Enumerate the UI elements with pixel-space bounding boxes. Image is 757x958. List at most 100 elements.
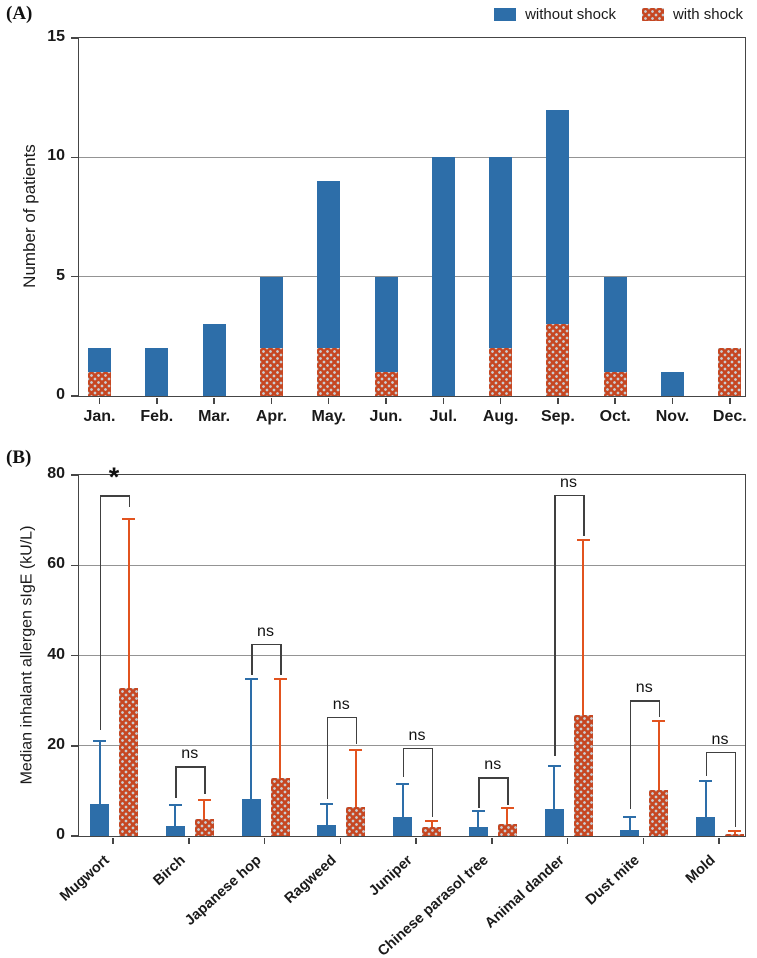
- x-label-Jul: Jul.: [429, 408, 458, 425]
- errorbar-juniper-without-shock: [401, 783, 404, 818]
- y-tick-label-10: 10: [47, 147, 65, 165]
- x-tick-animal-dander: [566, 837, 569, 844]
- bar-chinese-parasol-tree-without-shock: [468, 826, 488, 836]
- sig-bracket-right-japanese-hop: [280, 643, 282, 676]
- errorcap-juniper-with-shock: [425, 820, 438, 823]
- errorcap-dust-mite-without-shock: [623, 816, 637, 819]
- errorcap-mugwort-with-shock: [122, 517, 135, 520]
- sig-label-ragweed: ns: [332, 695, 350, 713]
- bar-Apr-without-shock: [259, 276, 283, 349]
- bar-May-without-shock: [317, 181, 341, 349]
- x-tick-dust-mite: [642, 837, 644, 844]
- bar-Sep-with-shock: [546, 324, 570, 396]
- bar-Dec-with-shock: [718, 348, 742, 396]
- sig-bracket-right-dust-mite: [658, 700, 661, 718]
- errorcap-ragweed-with-shock: [349, 749, 363, 752]
- y-tick-label-5: 5: [56, 266, 65, 284]
- bar-Jul-without-shock: [431, 157, 455, 396]
- errorcap-birch-with-shock: [197, 798, 211, 801]
- bar-animal-dander-without-shock: [544, 809, 564, 836]
- x-tick-Jan: [98, 397, 101, 404]
- y-tick-20: [71, 745, 78, 747]
- sig-bracket-right-chinese-parasol-tree: [507, 777, 509, 805]
- x-label-Dec: Dec.: [712, 408, 747, 425]
- legend-label-with-shock: with shock: [672, 6, 743, 23]
- sig-bracket-right-birch: [204, 766, 206, 795]
- gridline-40: [79, 655, 745, 656]
- sig-bracket-top-japanese-hop: [251, 643, 282, 646]
- x-label-Nov: Nov.: [655, 408, 690, 425]
- x-tick-juniper: [415, 837, 417, 844]
- x-label-Mar: Mar.: [198, 408, 231, 425]
- legend-item-with-shock: with shock: [641, 6, 743, 23]
- sig-label-mugwort: *: [108, 462, 120, 493]
- bar-japanese-hop-with-shock: [270, 778, 290, 836]
- x-tick-chinese-parasol-tree: [491, 837, 493, 844]
- errorcap-dust-mite-with-shock: [652, 720, 666, 723]
- sig-bracket-left-juniper: [402, 747, 404, 778]
- y-tick-80: [71, 474, 78, 476]
- x-label-Jun: Jun.: [369, 408, 403, 425]
- errorbar-juniper-with-shock: [430, 821, 433, 828]
- sig-label-chinese-parasol-tree: ns: [484, 756, 502, 774]
- sig-bracket-top-chinese-parasol-tree: [478, 777, 509, 779]
- x-tick-Dec: [729, 397, 731, 404]
- errorcap-mold-without-shock: [699, 780, 712, 783]
- gridline-10: [79, 156, 745, 158]
- bar-ragweed-with-shock: [346, 806, 366, 836]
- errorbar-chinese-parasol-tree-without-shock: [477, 810, 480, 827]
- x-tick-japanese-hop: [263, 837, 266, 844]
- sig-bracket-left-mold: [705, 751, 707, 776]
- errorbar-animal-dander-with-shock: [582, 539, 584, 715]
- sig-label-juniper: ns: [408, 726, 426, 744]
- bar-Aug-with-shock: [489, 348, 513, 396]
- bar-Apr-with-shock: [259, 348, 283, 396]
- sig-bracket-left-ragweed: [326, 716, 329, 799]
- sig-bracket-right-mold: [734, 751, 736, 828]
- sig-label-birch: ns: [181, 745, 199, 763]
- x-tick-Sep: [557, 397, 559, 404]
- sig-bracket-top-birch: [175, 766, 206, 768]
- x-tick-Feb: [156, 397, 158, 404]
- errorbar-birch-without-shock: [174, 804, 177, 827]
- x-tick-Nov: [671, 397, 674, 404]
- y-tick-60: [71, 564, 78, 566]
- sig-bracket-right-juniper: [431, 747, 433, 818]
- bar-birch-with-shock: [194, 819, 214, 836]
- errorbar-mugwort-without-shock: [98, 741, 101, 805]
- errorcap-chinese-parasol-tree-with-shock: [500, 806, 514, 809]
- sig-bracket-left-dust-mite: [629, 700, 632, 810]
- x-tick-Jun: [385, 397, 387, 404]
- x-label-Sep: Sep.: [540, 408, 575, 425]
- gridline-60: [79, 564, 745, 566]
- errorcap-japanese-hop-without-shock: [244, 677, 258, 680]
- x-tick-mold: [718, 837, 720, 844]
- sig-bracket-right-ragweed: [355, 716, 358, 744]
- errorbar-animal-dander-without-shock: [553, 765, 555, 810]
- sig-bracket-left-birch: [175, 766, 177, 798]
- x-tick-May: [327, 397, 330, 404]
- sig-bracket-left-japanese-hop: [251, 643, 253, 676]
- bar-dust-mite-with-shock: [649, 790, 669, 836]
- x-tick-Oct: [614, 397, 616, 404]
- legend-label-without-shock: without shock: [525, 6, 616, 23]
- sig-bracket-top-ragweed: [326, 716, 358, 719]
- y-tick-0: [71, 835, 78, 837]
- bar-Oct-without-shock: [603, 276, 627, 373]
- bar-animal-dander-with-shock: [573, 714, 593, 836]
- x-tick-Mar: [213, 397, 215, 404]
- bar-Jun-with-shock: [374, 372, 398, 396]
- x-label-Jan: Jan.: [83, 408, 116, 425]
- bar-Jan-with-shock: [88, 372, 111, 396]
- sig-label-dust-mite: ns: [635, 679, 653, 697]
- errorbar-mugwort-with-shock: [127, 518, 130, 689]
- bar-mugwort-without-shock: [90, 804, 109, 836]
- bar-Nov-without-shock: [661, 372, 684, 396]
- sig-label-mold: ns: [711, 730, 729, 748]
- x-tick-Jul: [442, 397, 445, 404]
- y-tick-label-0: 0: [56, 386, 65, 403]
- x-tick-ragweed: [339, 837, 341, 844]
- with-shock-swatch: [641, 8, 664, 21]
- errorbar-dust-mite-with-shock: [657, 721, 660, 791]
